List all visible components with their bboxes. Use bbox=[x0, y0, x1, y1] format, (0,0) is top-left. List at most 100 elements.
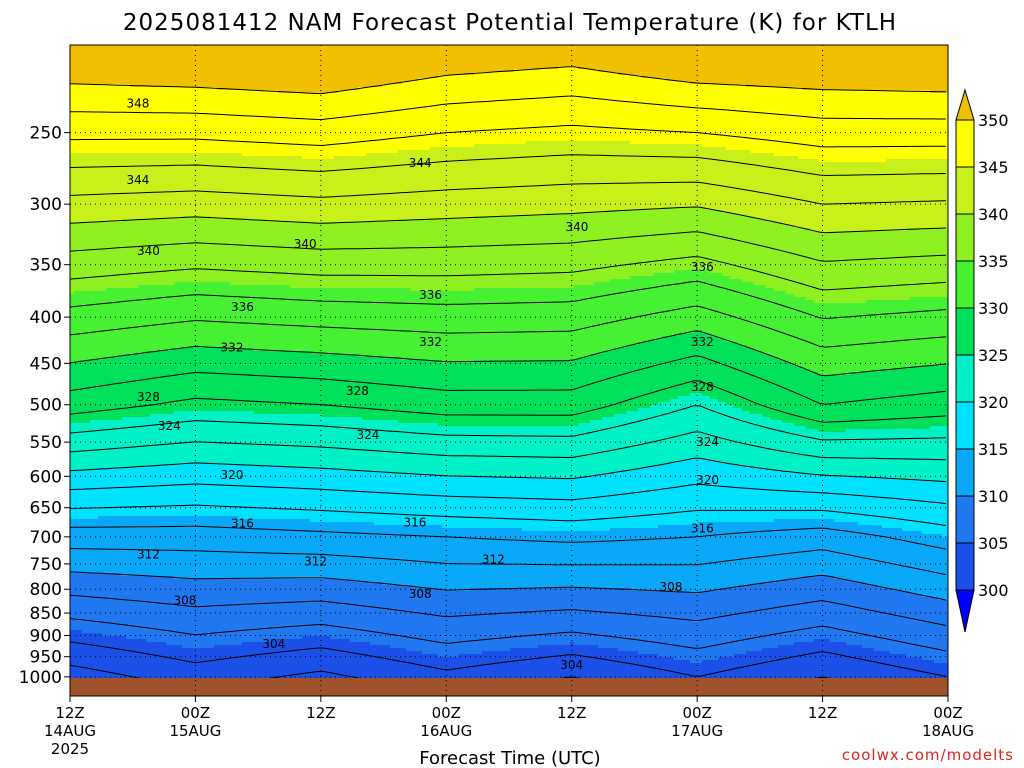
field-cell bbox=[522, 288, 527, 361]
field-cell bbox=[898, 528, 903, 592]
field-cell bbox=[758, 285, 763, 352]
field-cell bbox=[166, 576, 171, 646]
field-cell bbox=[670, 462, 675, 526]
field-cell bbox=[318, 288, 323, 355]
field-cell bbox=[138, 516, 143, 577]
field-cell bbox=[550, 45, 555, 70]
field-cell bbox=[790, 579, 795, 646]
field-cell bbox=[810, 300, 815, 373]
field-cell bbox=[306, 222, 311, 289]
field-cell bbox=[618, 528, 623, 589]
field-cell bbox=[266, 579, 271, 643]
field-cell bbox=[770, 582, 775, 649]
field-cell bbox=[690, 270, 695, 334]
plot-frame bbox=[69, 44, 949, 697]
field-cell bbox=[250, 45, 255, 91]
field-cell bbox=[474, 216, 479, 289]
field-cell bbox=[850, 645, 855, 696]
field-cell bbox=[634, 45, 639, 76]
field-cell bbox=[778, 582, 783, 646]
field-cell bbox=[94, 153, 99, 223]
credit-link[interactable]: coolwx.com/modelts bbox=[842, 746, 1014, 764]
field-cell bbox=[590, 477, 595, 532]
field-cell bbox=[410, 360, 415, 424]
field-cell bbox=[146, 417, 151, 466]
field-cell bbox=[502, 588, 507, 652]
contour-label-text: 328 bbox=[691, 380, 714, 394]
field-cell bbox=[518, 360, 523, 427]
field-cell bbox=[542, 477, 547, 532]
contour-label-text: 304 bbox=[560, 658, 583, 672]
field-cell bbox=[538, 288, 543, 361]
field-cell bbox=[78, 291, 83, 361]
field-cell bbox=[830, 45, 835, 91]
field-cell bbox=[74, 45, 79, 85]
field-cell bbox=[394, 288, 399, 358]
field-cell bbox=[498, 651, 503, 696]
field-cell bbox=[638, 408, 643, 469]
field-cell bbox=[770, 87, 775, 154]
field-cell bbox=[446, 426, 451, 478]
field-cell bbox=[478, 528, 483, 589]
field-cell bbox=[394, 420, 399, 475]
field-cell bbox=[182, 348, 187, 412]
field-cell bbox=[802, 369, 807, 427]
contour-label: 308 bbox=[174, 593, 197, 607]
field-cell bbox=[78, 360, 83, 424]
contour-label: 340 bbox=[294, 237, 317, 251]
field-cell bbox=[726, 522, 731, 589]
field-cell bbox=[170, 285, 175, 349]
field-cell bbox=[766, 87, 771, 154]
field-cell bbox=[226, 645, 231, 696]
field-cell bbox=[94, 519, 99, 574]
field-cell bbox=[374, 471, 379, 526]
field-cell bbox=[642, 468, 647, 529]
field-cell bbox=[762, 45, 767, 88]
field-cell bbox=[350, 288, 355, 355]
field-cell bbox=[294, 351, 299, 415]
field-cell bbox=[466, 75, 471, 148]
field-cell bbox=[766, 417, 771, 469]
field-cell bbox=[574, 360, 579, 427]
field-cell bbox=[346, 639, 351, 696]
field-cell bbox=[842, 231, 847, 304]
field-cell bbox=[702, 207, 707, 271]
field-cell bbox=[934, 228, 939, 298]
field-cell bbox=[134, 354, 139, 418]
field-cell bbox=[702, 333, 707, 397]
contour-label-text: 340 bbox=[294, 237, 317, 251]
field-cell bbox=[234, 153, 239, 220]
field-cell bbox=[838, 579, 843, 643]
field-cell bbox=[450, 219, 455, 292]
field-cell bbox=[206, 579, 211, 649]
field-cell bbox=[146, 285, 151, 352]
field-cell bbox=[758, 153, 763, 220]
field-cell bbox=[894, 159, 899, 232]
field-cell bbox=[426, 45, 431, 79]
field-cell bbox=[566, 288, 571, 361]
field-cell bbox=[386, 45, 391, 85]
contour-336 bbox=[70, 256, 947, 291]
field-cell bbox=[674, 270, 679, 337]
contour-316 bbox=[70, 504, 947, 526]
field-cell bbox=[158, 516, 163, 577]
contour-label-text: 312 bbox=[137, 547, 160, 561]
field-cell bbox=[550, 141, 555, 214]
field-cell bbox=[910, 297, 915, 367]
field-cell bbox=[910, 45, 915, 91]
field-cell bbox=[694, 270, 699, 331]
field-cell bbox=[358, 642, 363, 696]
field-cell bbox=[286, 285, 291, 352]
field-cell bbox=[514, 45, 519, 70]
field-cell bbox=[762, 417, 767, 469]
field-cell bbox=[414, 525, 419, 589]
field-cell bbox=[818, 303, 823, 376]
field-cell bbox=[90, 519, 95, 574]
field-cell bbox=[838, 45, 843, 91]
contour-label: 336 bbox=[231, 300, 254, 314]
field-cell bbox=[170, 465, 175, 517]
field-cell bbox=[578, 45, 583, 70]
field-cell bbox=[314, 636, 319, 696]
field-cell bbox=[430, 45, 435, 79]
field-cell bbox=[538, 477, 543, 532]
